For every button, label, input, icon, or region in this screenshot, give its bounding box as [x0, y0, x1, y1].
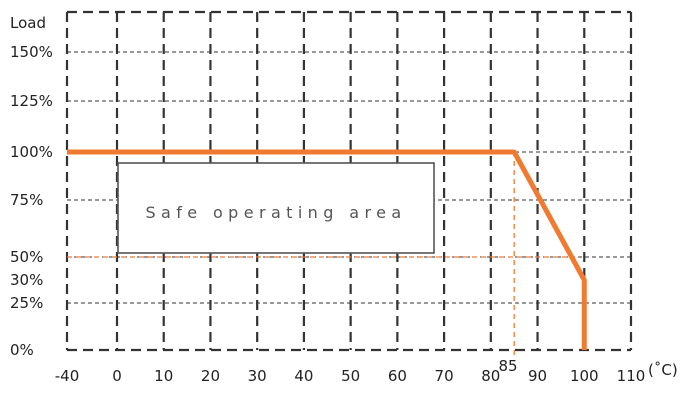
grid	[65, 10, 633, 352]
x-tick-label: 60	[388, 367, 407, 385]
y-tick-label: 75%	[10, 191, 43, 209]
y-tick-label: 150%	[10, 43, 53, 61]
x-tick-label: 100	[570, 367, 599, 385]
x-tick-label: 40	[294, 367, 313, 385]
x-tick-label: 0	[112, 367, 122, 385]
y-tick-label: 100%	[10, 143, 53, 161]
marker-lines	[67, 152, 575, 358]
x-tick-label: 10	[154, 367, 173, 385]
y-tick-label: 30%	[10, 271, 43, 289]
safe-area-label: Safe operating area	[145, 203, 406, 222]
series	[67, 149, 587, 350]
series-line-0	[67, 149, 587, 350]
x-tick-label: 110	[617, 367, 646, 385]
x-tick-label: 30	[248, 367, 267, 385]
marker-x-label: 85	[498, 357, 517, 375]
x-tick-labels: -40 0 10 20 30 40 50 60 70 80 90 100 110	[55, 367, 646, 385]
x-tick-label: 50	[341, 367, 360, 385]
safe-area-frame	[117, 162, 435, 254]
y-tick-label: 125%	[10, 92, 53, 110]
y-axis-label: Load	[10, 14, 46, 32]
y-tick-label: 25%	[10, 294, 43, 312]
x-tick-label: 20	[201, 367, 220, 385]
safe-area-box: Safe operating area	[117, 162, 435, 254]
x-tick-label: 90	[528, 367, 547, 385]
x-tick-label: 70	[435, 367, 454, 385]
x-tick-label: 80	[481, 367, 500, 385]
y-tick-labels: 0% 25% 30% 50% 75% 100% 125% 150%	[10, 43, 53, 359]
x-axis-unit: (˚C)	[648, 361, 678, 379]
y-tick-label: 0%	[10, 341, 34, 359]
x-tick-label: -40	[55, 367, 80, 385]
y-tick-label: 50%	[10, 248, 43, 266]
